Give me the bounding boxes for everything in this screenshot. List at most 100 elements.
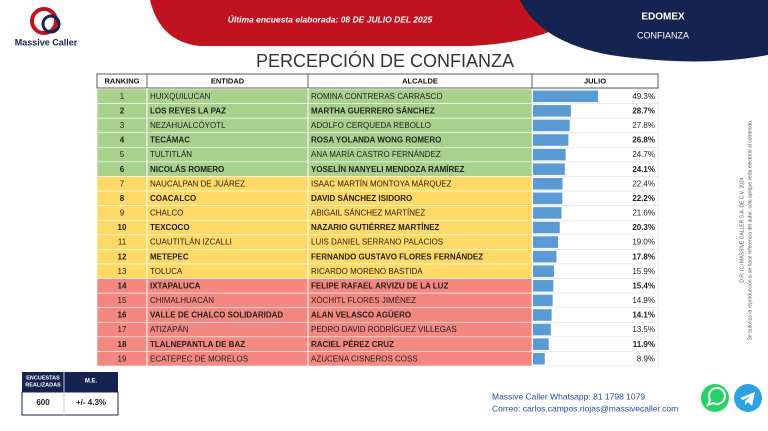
ranking: 17 (118, 325, 127, 334)
bar (533, 250, 557, 263)
value-label: 24.1% (632, 165, 655, 174)
whatsapp-contact: Massive Caller Whatsapp: 81 1798 1079 (492, 391, 645, 401)
alcalde: ABIGAIL SÁNCHEZ MARTÍNEZ (311, 209, 425, 218)
column-header: RANKING (105, 76, 140, 85)
ranking: 16 (118, 311, 127, 320)
ranking: 6 (120, 165, 125, 174)
bar (533, 352, 545, 365)
ranking: 2 (120, 106, 125, 115)
entidad: COACALCO (150, 194, 196, 203)
title: PERCEPCIÓN DE CONFIANZA (256, 50, 514, 71)
margin: +/- 4.3% (76, 398, 106, 407)
alcalde: ROMINA CONTRERAS CARRASCO (311, 92, 443, 101)
entidad: CHIMALHUACÁN (150, 296, 214, 305)
email-contact: Correo: carlos.campos.riojas@massivecall… (492, 403, 678, 413)
alcalde: AZUCENA CISNEROS COSS (311, 354, 418, 363)
entidad: TLALNEPANTLA DE BAZ (150, 340, 245, 349)
value-label: 24.7% (632, 150, 655, 159)
bar (533, 221, 560, 234)
whatsapp-glyph (706, 387, 726, 407)
survey-box: ENCUESTAS REALIZADAS M.E. 600 +/- 4.3% (21, 372, 119, 416)
alcalde: LUIS DANIEL SERRANO PALACIOS (311, 238, 443, 247)
ranking: 4 (120, 136, 125, 145)
alcalde: ROSA YOLANDA WONG ROMERO (311, 136, 441, 145)
bar (533, 207, 562, 219)
alcalde: DAVID SÁNCHEZ ISIDORO (311, 194, 412, 203)
telegram-icon[interactable] (734, 384, 762, 412)
ranking: 15 (118, 296, 127, 305)
entidad: IXTAPALUCA (150, 281, 201, 290)
alcalde: YOSELÍN NANYELI MENDOZA RAMÍREZ (311, 165, 465, 174)
entidad: ECATEPEC DE MORELOS (150, 354, 248, 363)
ranking: 14 (118, 281, 127, 290)
bar (533, 338, 549, 350)
entidad: METEPEC (150, 252, 189, 261)
bar (533, 134, 569, 146)
survey-label: REALIZADAS (25, 382, 61, 388)
bar-cell (531, 351, 659, 367)
column-header: ENTIDAD (211, 76, 245, 85)
legal-notice: Se autoriza la reproducción si se hace r… (747, 120, 753, 341)
column-header: JULIO (584, 76, 606, 85)
bar (533, 280, 554, 292)
ranking: 1 (120, 92, 125, 101)
value-label: 26.8% (632, 136, 655, 145)
column-header: ALCALDE (402, 76, 438, 85)
bar (533, 148, 566, 161)
ranking: 3 (120, 121, 125, 130)
alcalde: RACIEL PÉREZ CRUZ (311, 340, 394, 349)
bar (533, 323, 551, 336)
ranking: 7 (120, 179, 125, 188)
alcalde: MARTHA GUERRERO SÁNCHEZ (311, 106, 435, 115)
logo (30, 7, 61, 35)
value-label: 20.3% (632, 223, 655, 232)
entidad: VALLE DE CHALCO SOLIDARIDAD (150, 311, 283, 320)
header-navy (520, 0, 768, 62)
bar (533, 265, 554, 278)
value-label: 15.9% (632, 267, 655, 276)
value-label: 13.5% (632, 325, 655, 334)
entidad: NICOLÁS ROMERO (150, 165, 224, 174)
telegram-glyph (740, 392, 755, 406)
value-label: 11.9% (633, 340, 655, 349)
value-label: 28.7% (632, 106, 655, 115)
region: EDOMEX (641, 12, 685, 23)
alcalde: XÓCHITL FLORES JIMÉNEZ (311, 296, 416, 305)
table: RANKING ENTIDAD ALCALDE JULIO 1 HUIXQUILUCAN R… (96, 73, 659, 367)
ranking: 11 (118, 238, 127, 247)
ranking: 10 (118, 223, 127, 232)
bar (533, 163, 565, 175)
value-label: 15.4% (632, 281, 655, 290)
entidad: TEXCOCO (150, 223, 190, 232)
survey-date: Última encuesta elaborada: 08 DE JULIO D… (228, 13, 433, 24)
entidad: CHALCO (150, 209, 183, 218)
value-label: 8.9% (637, 354, 655, 363)
ranking: 12 (118, 252, 127, 261)
entidad: NAUCALPAN DE JUÁREZ (150, 179, 245, 188)
value-label: 21.6% (632, 209, 655, 218)
alcalde: PEDRO DAVID RODRÍGUEZ VILLEGAS (311, 325, 457, 334)
ranking: 9 (120, 209, 125, 218)
entidad: LOS REYES LA PAZ (150, 106, 226, 115)
me-label: M.E. (85, 379, 98, 385)
brand: Massive Caller (15, 37, 78, 47)
alcalde: ADOLFO CERQUEDA REBOLLO (311, 121, 431, 130)
alcalde: FERNANDO GUSTAVO FLORES FERNÁNDEZ (311, 252, 483, 261)
entidad: ATIZAPÁN (150, 325, 189, 334)
copyright: D.R. (C) MASSIVE CALLER S.A. DE C.V. 202… (739, 177, 745, 282)
entidad: TOLUCA (150, 267, 183, 276)
ranking: 8 (120, 194, 125, 203)
bar (533, 177, 563, 190)
bar (533, 105, 571, 117)
alcalde: RICARDO MORENO BASTIDA (311, 267, 423, 276)
value-label: 17.8% (632, 252, 655, 261)
entidad: HUIXQUILUCAN (150, 92, 211, 101)
entidad: NEZAHUALCÓYOTL (150, 121, 226, 130)
bar (533, 236, 559, 248)
bar (533, 90, 599, 103)
value-label: 49.3% (632, 92, 655, 101)
ranking: 5 (120, 150, 125, 159)
value-label: 22.4% (632, 179, 655, 188)
alcalde: ISAAC MARTÍN MONTOYA MÁRQUEZ (311, 179, 452, 188)
